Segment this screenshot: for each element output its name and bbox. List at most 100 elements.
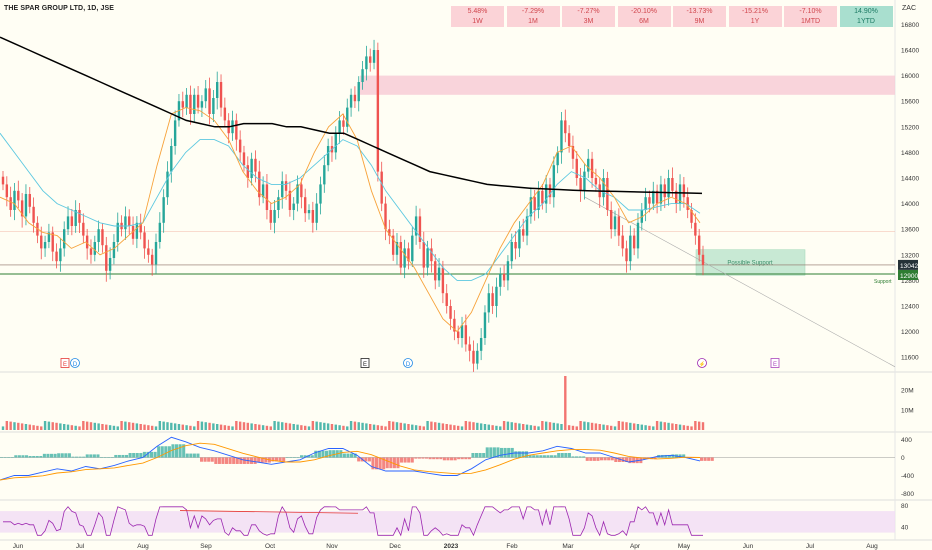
- candle-body: [686, 197, 689, 210]
- candle-body: [571, 146, 575, 159]
- macd-hist-bar: [539, 455, 543, 458]
- volume-bar: [491, 425, 494, 430]
- perf-box-1mtd[interactable]: -7.10% 1MTD: [784, 6, 837, 27]
- volume-bar: [162, 421, 165, 430]
- last-price-badge: [898, 259, 918, 270]
- volume-bar: [391, 421, 395, 430]
- macd-hist-bar: [242, 457, 246, 464]
- candle-body: [346, 107, 349, 127]
- macd-hist-bar: [503, 447, 507, 458]
- volume-bar: [43, 421, 47, 430]
- volume-bar: [189, 425, 192, 430]
- macd-hist-bar: [414, 457, 418, 459]
- macd-histogram: [0, 444, 714, 470]
- candle-body: [105, 245, 108, 271]
- candle-body: [365, 56, 368, 70]
- volume-bar: [365, 423, 368, 430]
- macd-hist-bar: [542, 455, 546, 458]
- event-marker-label: D: [406, 362, 411, 368]
- macd-hist-bar: [550, 455, 554, 458]
- macd-tick-label: -800: [901, 491, 914, 498]
- candle-body: [583, 171, 586, 191]
- volume-bar: [522, 424, 525, 430]
- volume-bar: [97, 423, 100, 430]
- candle-body: [522, 229, 525, 236]
- candle-body: [456, 331, 460, 338]
- perf-box-1w[interactable]: 5.48% 1W: [451, 6, 504, 27]
- candle-body: [678, 184, 682, 204]
- macd-hist-bar: [432, 457, 436, 460]
- macd-hist-bar: [110, 457, 114, 458]
- macd-hist-bar: [289, 457, 293, 458]
- macd-hist-bar: [521, 451, 525, 458]
- x-axis-label: Nov: [326, 543, 338, 550]
- macd-hist-bar: [214, 457, 218, 464]
- macd-hist-bar: [607, 457, 611, 461]
- volume-bar: [284, 422, 288, 430]
- macd-hist-bar: [78, 456, 82, 458]
- macd-hist-bar: [585, 457, 589, 461]
- macd-hist-bar: [114, 454, 118, 458]
- volume-bar: [380, 425, 383, 430]
- macd-hist-bar: [596, 457, 600, 461]
- volume-bar: [181, 424, 184, 430]
- candle-body: [43, 242, 47, 249]
- candle-body: [82, 222, 85, 236]
- candle-body: [632, 235, 636, 249]
- macd-hist-bar: [103, 457, 107, 458]
- macd-hist-bar: [28, 456, 32, 458]
- macd-hist-bar: [232, 457, 236, 464]
- x-axis-label: Aug: [137, 543, 149, 550]
- volume-bar: [694, 421, 697, 430]
- candle-body: [292, 203, 295, 210]
- perf-box-1m[interactable]: -7.29% 1M: [506, 6, 560, 27]
- candle-body: [579, 178, 582, 191]
- price-tick-label: 16800: [901, 22, 919, 29]
- macd-hist-bar: [385, 457, 389, 469]
- macd-hist-bar: [371, 457, 375, 470]
- perf-box-6m[interactable]: -20.10% 6M: [617, 6, 671, 27]
- volume-bar: [625, 422, 628, 430]
- perf-period: 1W: [472, 18, 483, 25]
- candle-body: [564, 120, 567, 134]
- perf-box-1ytd[interactable]: 14.90% 1YTD: [839, 6, 893, 27]
- macd-hist-bar: [121, 454, 125, 458]
- macd-hist-bar: [457, 457, 461, 460]
- event-marker-label: E: [773, 362, 777, 368]
- volume-bar: [116, 426, 119, 430]
- candle-body: [315, 203, 318, 223]
- candle-body: [602, 178, 605, 198]
- perf-period: 9M: [694, 18, 705, 25]
- price-tick-label: 12400: [901, 304, 919, 311]
- volume-bar: [418, 425, 422, 430]
- x-axis-label: Apr: [630, 543, 641, 550]
- volume-bars: [1, 376, 705, 430]
- price-tick-label: 14400: [901, 176, 919, 183]
- macd-hist-bar: [192, 453, 196, 458]
- macd-hist-bar: [75, 456, 79, 458]
- candle-body: [13, 190, 16, 210]
- volume-bar: [154, 426, 158, 430]
- perf-box-9m[interactable]: -13.73% 9M: [673, 6, 726, 27]
- macd-hist-bar: [610, 457, 614, 461]
- ema-fast-line: [0, 107, 701, 333]
- volume-bar: [112, 425, 116, 430]
- volume-bar: [124, 421, 127, 430]
- volume-bar: [399, 422, 403, 430]
- candle-body: [196, 94, 200, 108]
- volume-bar: [510, 422, 513, 430]
- perf-box-3m[interactable]: -7.27% 3M: [562, 6, 615, 27]
- perf-box-1y[interactable]: -15.21% 1Y: [728, 6, 782, 27]
- x-axis-label: Feb: [506, 543, 518, 550]
- volume-bar: [445, 424, 448, 430]
- volume-bar: [697, 421, 701, 430]
- candle-body: [235, 120, 238, 140]
- volume-bar: [606, 425, 609, 430]
- macd-hist-bar: [328, 450, 332, 458]
- macd-hist-bar: [571, 456, 575, 458]
- volume-bar: [468, 421, 471, 430]
- sma200-line: [0, 36, 703, 195]
- macd-hist-bar: [257, 457, 261, 463]
- split-marker: [697, 358, 707, 368]
- volume-bar: [541, 421, 544, 430]
